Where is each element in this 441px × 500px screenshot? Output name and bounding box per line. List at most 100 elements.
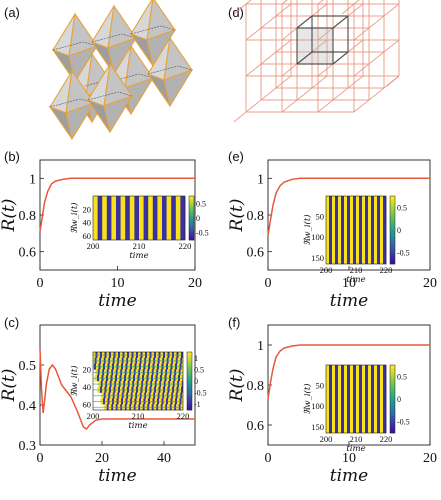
colorbar-segment [187, 372, 192, 376]
colorbar-segment [390, 236, 395, 241]
lattice-edge [275, 39, 292, 53]
y-tick-label: 1 [29, 172, 36, 187]
inset-y-tick-label: 150 [311, 422, 324, 432]
inset-y-tick-label: 60 [83, 400, 92, 410]
colorbar-segment [390, 412, 395, 417]
colorbar-segment [187, 389, 192, 393]
inset-frame [92, 195, 186, 241]
colorbar-segment [390, 419, 395, 424]
heatmap-stripe [374, 365, 378, 433]
octahedron-face [103, 94, 134, 134]
central-cube-face [297, 28, 333, 64]
colorbar-segment [187, 395, 192, 399]
inset-x-label: time [129, 251, 148, 261]
heatmap-stripe [338, 196, 342, 264]
lattice-edge [260, 51, 277, 65]
inset-y-tick-label: 20 [83, 204, 92, 214]
plot-frame [39, 324, 196, 446]
heatmap-stripe [353, 365, 357, 433]
octahedron-lattice-illustration [48, 0, 194, 141]
colorbar-segment [187, 375, 192, 379]
inset-y-tick-label: 50 [316, 212, 325, 222]
colorbar-segment [390, 422, 395, 427]
y-tick-label: 0.8 [247, 209, 265, 224]
heatmap-stripe [371, 196, 375, 264]
heatmap-stripe [356, 365, 360, 433]
colorbar-segment [390, 388, 395, 393]
colorbar-segment [187, 357, 192, 361]
inset-y-tick-label: 20 [83, 365, 92, 375]
inset-heatmap [93, 352, 183, 411]
octahedron-hidden-edge [87, 91, 133, 101]
colorbar-segment [189, 224, 194, 228]
y-tick-label: 0.6 [247, 419, 265, 434]
heatmap-stripe [380, 365, 384, 433]
colorbar-segment [189, 198, 194, 201]
y-tick-label: 0.6 [247, 246, 265, 261]
panel-label-f: (f) [228, 315, 240, 330]
octahedron-hidden-edge [147, 65, 193, 75]
heatmap-stripe [380, 196, 384, 264]
y-tick-label: 0.6 [19, 246, 37, 261]
colorbar-segment [390, 213, 395, 217]
x-tick-label: 10 [111, 276, 125, 291]
colorbar-tick-label: 0 [196, 214, 200, 223]
colorbar-segment [187, 360, 192, 364]
heatmap-stripe [329, 365, 333, 433]
heatmap-stripe [171, 196, 177, 240]
colorbar-segment [390, 368, 395, 373]
colorbar-segment [187, 366, 192, 370]
inset-y-label: ℜw_i(t) [302, 214, 313, 245]
x-axis-label: time [98, 466, 136, 486]
colorbar-segment [187, 383, 192, 388]
x-tick-label: 10 [342, 451, 356, 466]
heatmap-stripe [365, 365, 369, 433]
lattice-edge [311, 75, 328, 89]
lattice-edge [281, 99, 298, 113]
colorbar-segment [187, 363, 192, 367]
colorbar-segment [390, 385, 395, 390]
lattice-edge [383, 39, 400, 53]
colorbar-segment [390, 226, 395, 231]
panel-label-c: (c) [4, 315, 19, 330]
colorbar-tick-label: -0.5 [194, 389, 207, 398]
x-axis-label: time [330, 291, 368, 311]
y-axis-label: R(t) [0, 199, 19, 233]
x-tick-label: 0 [37, 276, 44, 291]
lattice-edge [341, 3, 355, 15]
x-tick-label: 40 [157, 451, 171, 466]
inset-x-tick-label: 220 [179, 241, 192, 251]
inset-x-tick-label: 210 [133, 241, 146, 251]
lattice-edge [281, 63, 298, 77]
heatmap-stripe [162, 196, 167, 240]
colorbar-segment [390, 243, 395, 248]
colorbar-segment [390, 209, 395, 214]
colorbar-segment [189, 215, 194, 219]
heatmap-stripe [359, 196, 363, 264]
lattice-edge [260, 87, 277, 101]
inset-x-tick-label: 220 [380, 265, 393, 275]
heatmap-stripe [374, 196, 378, 264]
colorbar-segment [187, 386, 192, 390]
lattice-edge [368, 15, 385, 29]
colorbar-segment [187, 354, 192, 359]
lattice-edge [332, 15, 349, 29]
heatmap-stripe [347, 196, 351, 264]
heatmap-stripe [106, 196, 112, 240]
heatmap-stripe [377, 196, 381, 264]
x-tick-label: 20 [423, 451, 437, 466]
colorbar-segment [187, 381, 192, 385]
octahedron-face [65, 101, 96, 141]
lattice-edge [353, 99, 370, 113]
colorbar-tick-label: 0 [194, 377, 198, 386]
colorbar-segment [189, 231, 194, 234]
lattice-edge [332, 87, 349, 101]
inset-heatmap [326, 365, 387, 433]
colorbar-segment [187, 369, 192, 373]
inset-frame [325, 364, 387, 434]
inset-frame [325, 195, 387, 265]
inset-y-label: ℜw_i(t) [69, 365, 80, 396]
lattice-edge [347, 75, 364, 89]
